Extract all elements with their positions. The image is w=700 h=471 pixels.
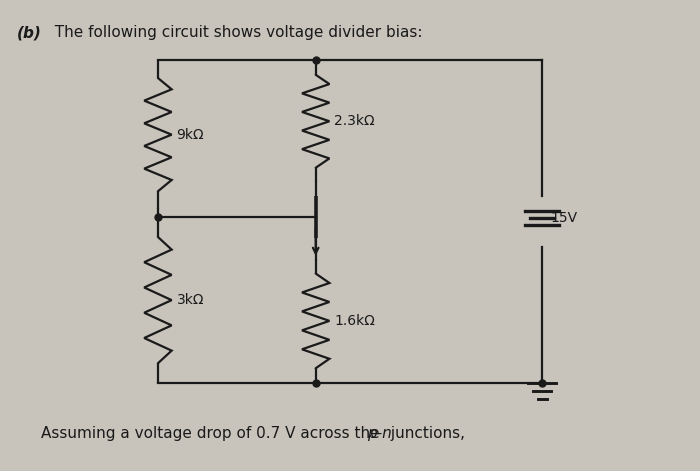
- Text: Assuming a voltage drop of 0.7 V across the: Assuming a voltage drop of 0.7 V across …: [41, 426, 385, 441]
- Text: (b): (b): [18, 25, 42, 41]
- Text: 15V: 15V: [550, 211, 578, 226]
- Text: 3kΩ: 3kΩ: [176, 293, 204, 307]
- Text: p-n: p-n: [368, 426, 392, 441]
- Text: 2.3kΩ: 2.3kΩ: [334, 114, 374, 128]
- Text: 1.6kΩ: 1.6kΩ: [334, 314, 375, 328]
- Text: junctions,: junctions,: [386, 426, 466, 441]
- Text: The following circuit shows voltage divider bias:: The following circuit shows voltage divi…: [45, 25, 422, 41]
- Text: 9kΩ: 9kΩ: [176, 128, 204, 142]
